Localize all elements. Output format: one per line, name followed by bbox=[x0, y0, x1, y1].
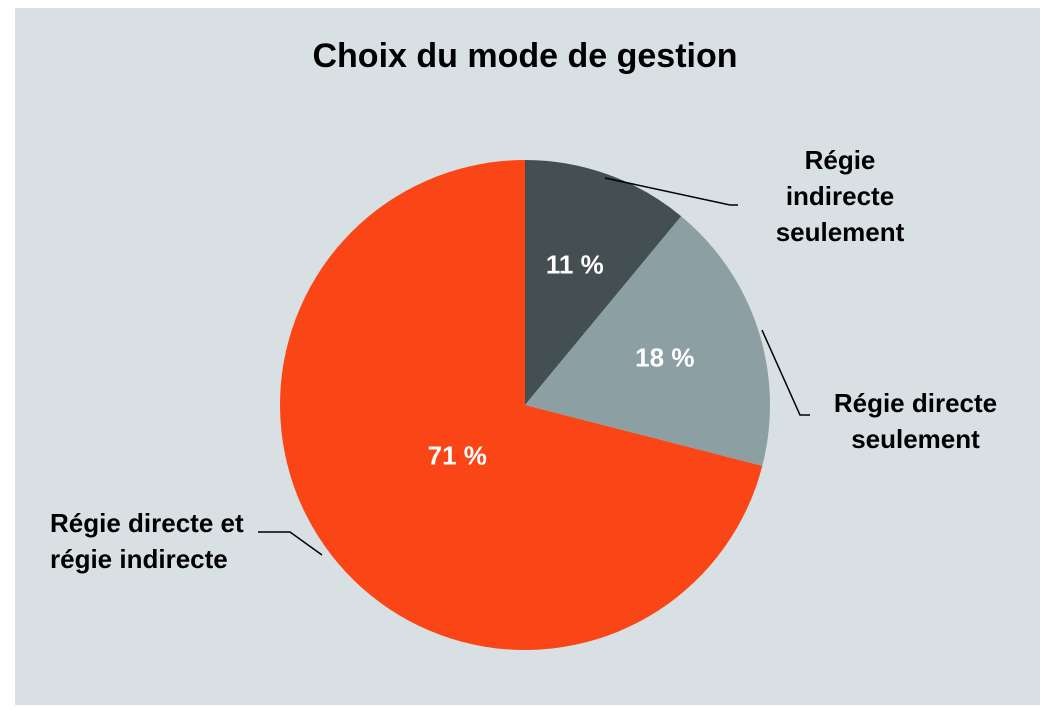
chart-title: Choix du mode de gestion bbox=[312, 37, 737, 75]
pie-slice bbox=[280, 159, 763, 650]
leader-line bbox=[761, 329, 810, 416]
value-label: 71 % bbox=[428, 440, 487, 470]
slice-label: Régie indirecte seulement bbox=[775, 145, 905, 247]
pie-slice bbox=[525, 216, 770, 466]
slice-label: Régie directe seulement bbox=[833, 388, 998, 454]
leader-line bbox=[258, 531, 323, 556]
slice-label: Régie directe et régie indirecte bbox=[50, 508, 244, 574]
leader-line bbox=[604, 177, 738, 206]
value-label: 18 % bbox=[635, 342, 694, 372]
value-label: 11 % bbox=[546, 250, 604, 280]
slices bbox=[280, 159, 770, 650]
pie-slice bbox=[525, 160, 682, 405]
